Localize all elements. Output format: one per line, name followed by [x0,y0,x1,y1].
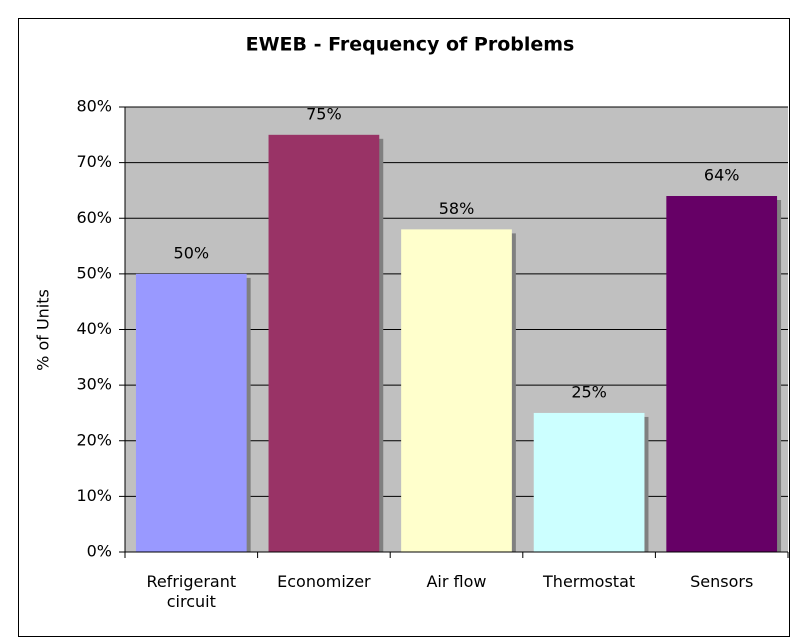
y-tick-label: 10% [76,486,112,505]
y-axis-label: % of Units [34,289,53,371]
y-tick-label: 80% [76,97,112,116]
chart-title: EWEB - Frequency of Problems [246,34,575,56]
y-tick-label: 20% [76,430,112,449]
x-tick-label: Refrigerant circuit [146,572,237,611]
y-tick-label: 30% [76,375,112,394]
y-tick-label: 60% [76,208,112,227]
y-tick-label: 0% [87,542,112,561]
value-label: 75% [306,104,342,123]
bar [666,196,778,552]
value-label: 25% [571,382,607,401]
y-tick-label: 50% [76,263,112,282]
value-label: 50% [174,243,210,262]
value-label: 64% [704,166,740,185]
y-tick-label: 70% [76,152,112,171]
x-tick-label: Thermostat [543,572,636,591]
x-tick-label: Economizer [277,572,371,591]
bar [268,134,380,552]
bar [401,229,512,552]
value-label: 58% [439,199,475,218]
x-tick-label: Sensors [690,572,754,591]
y-tick-label: 40% [76,319,112,338]
bar [533,412,645,552]
x-tick-label: Air flow [426,572,487,591]
bar [135,273,247,552]
